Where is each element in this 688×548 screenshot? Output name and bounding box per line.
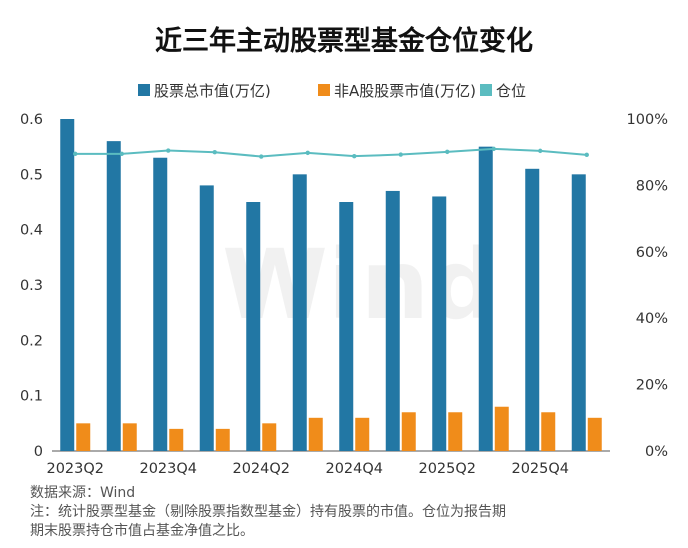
line-point [584, 152, 589, 158]
line-point [352, 153, 357, 159]
line-position [75, 147, 587, 158]
x-tick-label: 2024Q2 [232, 461, 290, 477]
line-point [259, 154, 264, 159]
line-point [166, 148, 171, 153]
bar-total-market-value [432, 196, 447, 451]
bar-non-a-share-value [448, 412, 463, 451]
legend-swatch [138, 84, 150, 96]
line-point [73, 151, 78, 157]
y-right-tick-label: 80% [636, 178, 668, 194]
y-left-tick-label: 0.3 [20, 278, 43, 294]
bar-non-a-share-value [262, 423, 277, 451]
bar-non-a-share-value [401, 412, 416, 451]
bar-total-market-value [106, 141, 121, 451]
bar-total-market-value [339, 202, 354, 451]
y-left-tick-label: 0 [34, 444, 43, 460]
y-left-tick-label: 0.4 [20, 223, 43, 239]
y-left-tick-label: 0.2 [20, 333, 43, 349]
y-left-tick-label: 0.6 [20, 112, 43, 128]
line-point [398, 152, 403, 157]
line-point [445, 149, 450, 155]
x-tick-label: 2023Q2 [46, 461, 104, 477]
x-tick-label: 2023Q4 [139, 461, 197, 477]
bar-total-market-value [60, 119, 75, 451]
footnote-line-2: 期末股票持仓市值占基金净值之比。 [30, 522, 254, 539]
watermark: Wind [222, 229, 498, 341]
legend-label: 非A股股票市值(万亿) [334, 82, 476, 100]
line-point [491, 146, 496, 152]
bar-total-market-value [385, 190, 400, 451]
line-series [73, 146, 589, 159]
bar-total-market-value [525, 168, 540, 452]
bar-non-a-share-value [169, 428, 184, 451]
y-right-tick-label: 0% [645, 444, 668, 460]
bar-non-a-share-value [587, 417, 602, 451]
y-right-tick-label: 40% [636, 311, 668, 327]
y-right-tick-label: 20% [636, 378, 668, 394]
source-note: 数据来源：Wind [30, 485, 135, 501]
chart-title: 近三年主动股票型基金仓位变化 [155, 25, 533, 57]
bars [60, 119, 602, 452]
y-axis-right: 0% 20% 40% 60% 80% 100% [627, 112, 668, 460]
legend-swatch [480, 84, 492, 96]
footnote-line-1: 注：统计股票型基金（剔除股票指数型基金）持有股票的市值。仓位为报告期 [30, 503, 506, 520]
bar-total-market-value [478, 146, 493, 451]
bar-non-a-share-value [215, 428, 230, 451]
bar-total-market-value [292, 174, 307, 452]
bar-total-market-value [199, 185, 214, 451]
bar-non-a-share-value [355, 417, 370, 451]
legend-label: 仓位 [496, 82, 526, 100]
bar-non-a-share-value [541, 412, 556, 451]
line-point [212, 150, 217, 155]
bar-total-market-value [571, 174, 586, 452]
bar-total-market-value [246, 202, 261, 451]
bar-non-a-share-value [308, 417, 323, 451]
y-left-tick-label: 0.1 [20, 389, 43, 405]
bar-total-market-value [153, 157, 168, 451]
legend-label: 股票总市值(万亿) [154, 82, 271, 100]
line-point [305, 150, 310, 156]
legend-swatch [318, 84, 330, 96]
x-tick-label: 2025Q2 [418, 461, 476, 477]
x-tick-label: 2025Q4 [511, 461, 569, 477]
x-tick-label: 2024Q4 [325, 461, 383, 477]
bar-non-a-share-value [494, 406, 509, 451]
line-point [119, 151, 124, 157]
y-right-tick-label: 100% [627, 112, 668, 128]
y-axis-left: 0 0.1 0.2 0.3 0.4 0.5 0.6 [20, 112, 43, 460]
y-right-tick-label: 60% [636, 245, 668, 261]
legend: 股票总市值(万亿) 非A股股票市值(万亿) 仓位 [138, 82, 526, 100]
y-left-tick-label: 0.5 [20, 167, 43, 183]
x-axis: 2023Q2 2023Q4 2024Q2 2024Q4 2025Q2 2025Q4 [46, 461, 569, 477]
bar-non-a-share-value [122, 423, 137, 451]
line-point [538, 148, 543, 154]
bar-non-a-share-value [76, 423, 91, 451]
